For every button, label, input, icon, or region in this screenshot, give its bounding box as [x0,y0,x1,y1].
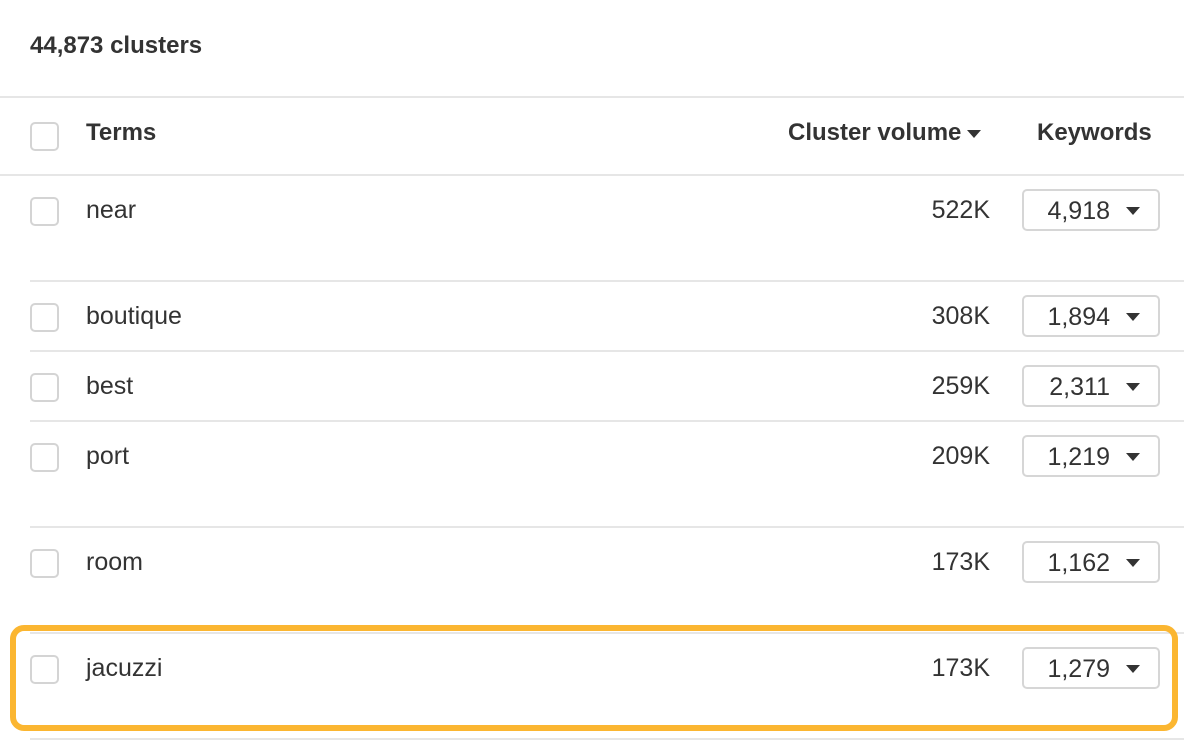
cluster-volume-value: 173K [931,548,990,576]
cluster-volume-value: 308K [931,302,990,330]
keywords-count: 1,162 [1047,549,1110,577]
keywords-dropdown[interactable]: 4,918 [1022,189,1160,231]
term-text: room [86,548,143,576]
divider [30,632,1184,634]
divider [30,350,1184,352]
divider [30,526,1184,528]
keywords-count: 4,918 [1047,197,1110,225]
keywords-count: 2,311 [1049,373,1110,401]
divider [30,280,1184,282]
keywords-dropdown[interactable]: 2,311 [1022,365,1160,407]
cluster-volume-value: 173K [931,654,990,682]
row-checkbox[interactable] [30,443,59,472]
keywords-count: 1,219 [1047,443,1110,471]
table-row: port 209K 1,219 [0,421,1184,527]
row-checkbox[interactable] [30,373,59,402]
caret-down-icon [1126,453,1140,461]
sort-desc-icon [967,129,982,138]
keywords-dropdown[interactable]: 1,279 [1022,647,1160,689]
divider [30,420,1184,422]
term-text: near [86,196,137,224]
table-header: Terms Cluster volume Keywords [0,97,1184,175]
row-checkbox[interactable] [30,549,59,578]
divider [0,96,1184,98]
cluster-volume-value: 209K [931,442,990,470]
keywords-dropdown[interactable]: 1,219 [1022,435,1160,477]
term-text: port [86,442,130,470]
divider [30,738,1184,740]
keywords-count: 1,279 [1047,655,1110,683]
table-row: best 259K 2,311 [0,351,1184,421]
cluster-volume-value: 522K [931,196,990,224]
table-row: jacuzzi 173K 1,279 [0,633,1184,739]
keywords-header: Keywords [1037,119,1152,146]
cluster-volume-header[interactable]: Cluster volume [788,119,982,147]
term-text: boutique [86,302,182,330]
cluster-count: 44,873 clusters [30,32,203,59]
row-checkbox[interactable] [30,655,59,684]
caret-down-icon [1126,383,1140,391]
caret-down-icon [1126,313,1140,321]
select-all-checkbox[interactable] [30,122,59,151]
table-row: boutique 308K 1,894 [0,281,1184,351]
divider [0,174,1184,176]
caret-down-icon [1126,665,1140,673]
cluster-volume-label: Cluster volume [788,119,962,146]
table-row: near 522K 4,918 [0,175,1184,281]
keywords-dropdown[interactable]: 1,162 [1022,541,1160,583]
caret-down-icon [1126,207,1140,215]
keywords-dropdown[interactable]: 1,894 [1022,295,1160,337]
term-text: jacuzzi [86,654,163,682]
caret-down-icon [1126,559,1140,567]
row-checkbox[interactable] [30,303,59,332]
cluster-volume-value: 259K [931,372,990,400]
row-checkbox[interactable] [30,197,59,226]
term-text: best [86,372,134,400]
keywords-count: 1,894 [1047,303,1110,331]
table-row: room 173K 1,162 [0,527,1184,633]
terms-header: Terms [86,119,157,146]
